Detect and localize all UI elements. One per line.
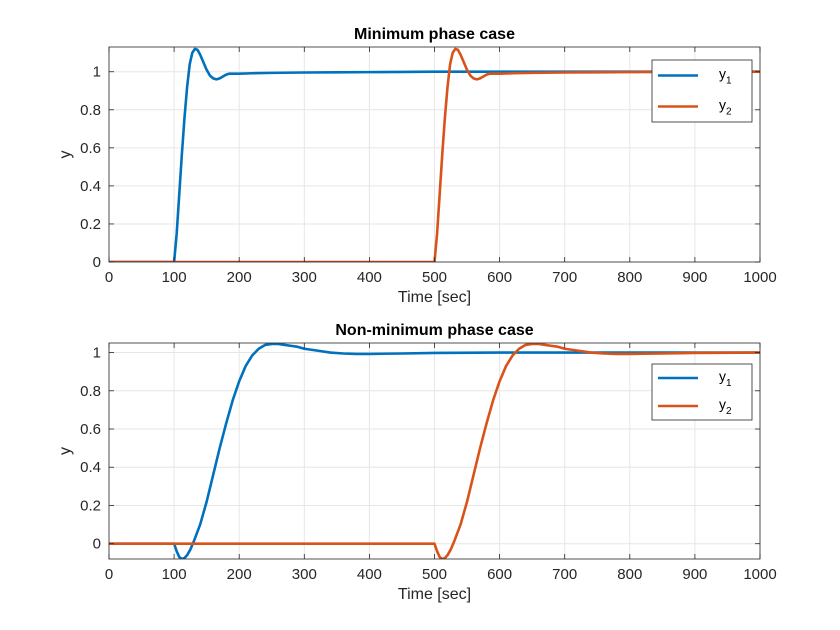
x-tick-label: 700 <box>552 566 577 583</box>
x-tick-label: 100 <box>162 566 187 583</box>
legend-entry-y1: y1 <box>719 66 732 87</box>
x-tick-label: 200 <box>227 269 252 286</box>
series-line-y1 <box>109 343 760 559</box>
chart-title: Non-minimum phase case <box>335 322 533 339</box>
series-group <box>109 343 760 559</box>
x-tick-label: 0 <box>105 566 113 583</box>
series-group <box>109 47 760 262</box>
chart-non-minimum-phase: 0 100 200 300 400 500 600 700 800 900 1000 0 0.2 0.4 0… <box>57 322 777 603</box>
x-tick-label: 400 <box>357 566 382 583</box>
x-axis-label: Time [sec] <box>398 586 471 603</box>
x-tick-label: 500 <box>422 566 447 583</box>
legend-box <box>651 363 753 421</box>
x-tick-label: 1000 <box>743 269 776 286</box>
y-tick-label: 0.8 <box>80 383 101 400</box>
y-tick-label: 0.8 <box>80 102 101 119</box>
series-line-y2 <box>109 47 760 262</box>
x-tick-label: 600 <box>487 566 512 583</box>
y-tick-label: 0.4 <box>80 459 101 476</box>
series-line-y2 <box>109 343 760 559</box>
chart-title: Minimum phase case <box>354 26 515 43</box>
x-tick-label: 700 <box>552 269 577 286</box>
y-tick-label: 0 <box>93 536 101 553</box>
x-tick-label: 0 <box>105 269 113 286</box>
series-line-y1 <box>109 47 760 262</box>
ticks: 0 100 200 300 400 500 600 700 800 900 1000 0 0.2 0.4 0… <box>80 47 777 286</box>
legend-box <box>651 59 753 123</box>
x-tick-label: 300 <box>292 566 317 583</box>
x-tick-label: 800 <box>617 566 642 583</box>
x-tick-label: 1000 <box>743 566 776 583</box>
legend-entry-y1: y1 <box>719 368 732 389</box>
y-tick-label: 0.6 <box>80 140 101 157</box>
y-tick-label: 1 <box>93 64 101 81</box>
legend-entry-y2: y2 <box>719 97 732 118</box>
chart-minimum-phase: 0 100 200 300 400 500 600 700 800 900 1000 0 0.2 0.4 0… <box>57 26 777 306</box>
x-tick-label: 900 <box>682 269 707 286</box>
y-axis-label: y <box>57 151 74 159</box>
x-tick-label: 400 <box>357 269 382 286</box>
x-tick-label: 800 <box>617 269 642 286</box>
y-tick-label: 0.6 <box>80 421 101 438</box>
y-tick-label: 0.4 <box>80 178 101 195</box>
legend-entry-y2: y2 <box>719 396 732 417</box>
y-axis-label: y <box>57 447 74 455</box>
y-tick-label: 0.2 <box>80 497 101 514</box>
x-tick-label: 300 <box>292 269 317 286</box>
x-tick-label: 100 <box>162 269 187 286</box>
x-tick-label: 500 <box>422 269 447 286</box>
x-tick-label: 200 <box>227 566 252 583</box>
y-tick-label: 0.2 <box>80 216 101 233</box>
ticks: 0 100 200 300 400 500 600 700 800 900 1000 0 0.2 0.4 0… <box>80 343 777 583</box>
y-tick-label: 1 <box>93 345 101 362</box>
x-tick-label: 600 <box>487 269 512 286</box>
y-tick-label: 0 <box>93 254 101 271</box>
x-axis-label: Time [sec] <box>398 289 471 306</box>
x-tick-label: 900 <box>682 566 707 583</box>
